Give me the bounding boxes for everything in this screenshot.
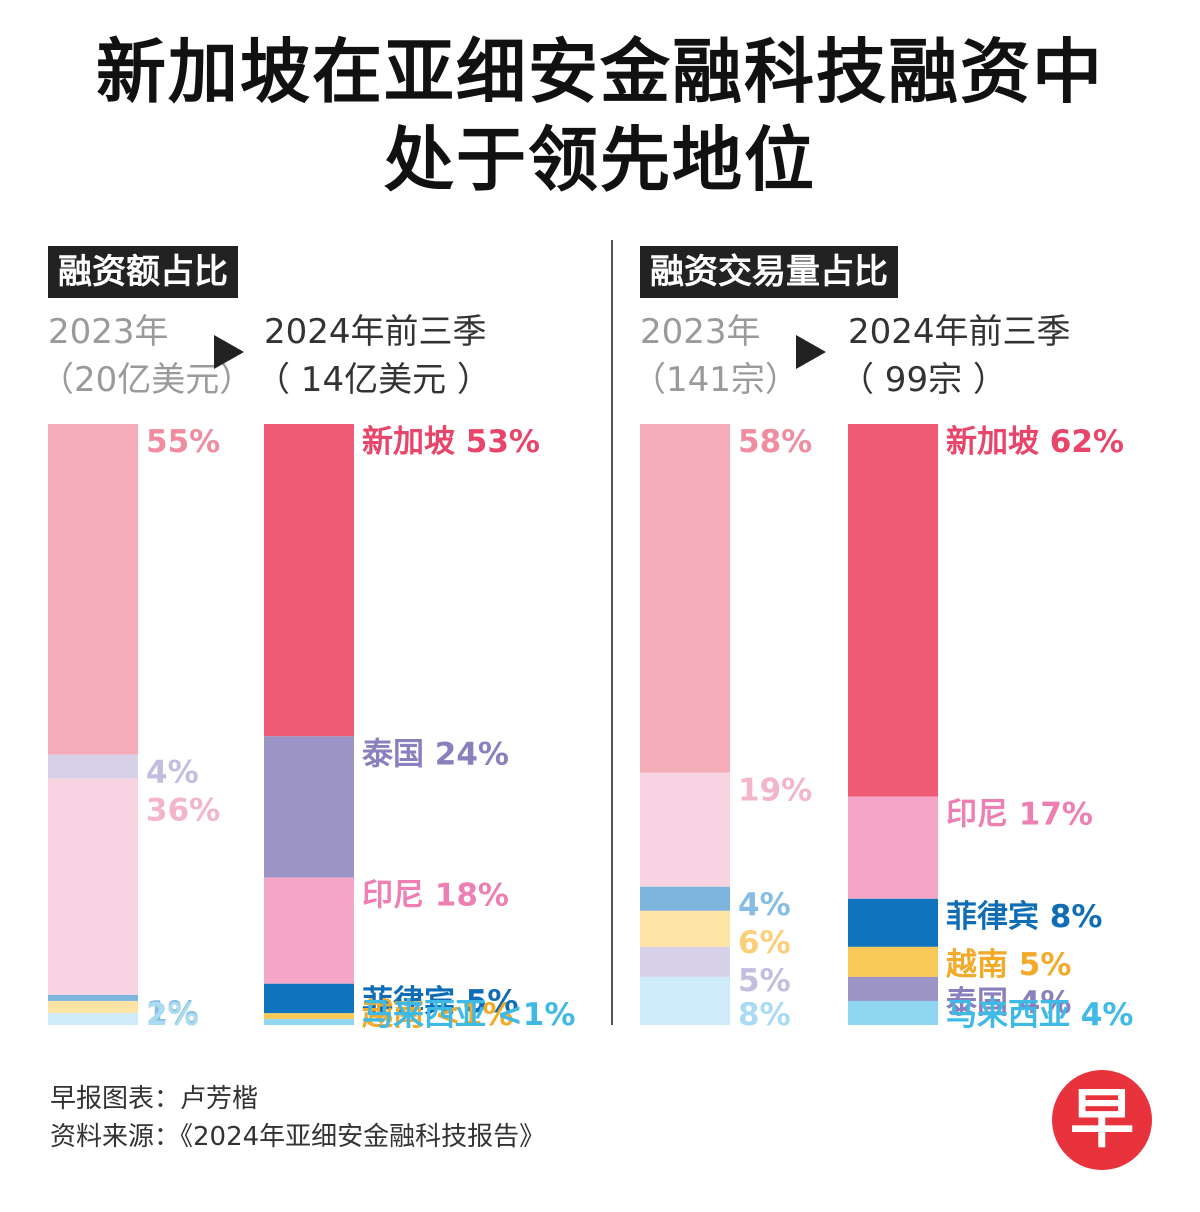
logo-char: 早 [1070, 1083, 1134, 1157]
arrow-right-icon [214, 335, 244, 369]
data-label: 泰国 4% [946, 985, 1071, 1021]
data-label: 6% [738, 925, 791, 961]
bar-segment [640, 424, 730, 773]
bar-segment [264, 424, 354, 737]
data-label: 印尼 18% [362, 878, 509, 914]
data-label: 2% [146, 997, 199, 1033]
data-label: 1% [146, 995, 199, 1031]
left-year-2024: 2024年前三季 [264, 312, 487, 352]
bar-segment [264, 983, 354, 1014]
data-label: 马来西亚 4% [946, 997, 1133, 1033]
right-year-2023: 2023年 [640, 312, 761, 352]
data-label: 越南 5% [946, 947, 1071, 983]
panel-tag-funding-amount: 融资额占比 [48, 246, 238, 298]
bar-segment [48, 424, 138, 755]
bar-segment [48, 1000, 138, 1013]
bar-segment [640, 946, 730, 977]
right-year-2023-total: （141宗） [632, 360, 799, 400]
bar-segment [848, 424, 938, 797]
bar-segment [640, 886, 730, 911]
data-label: 4% [146, 755, 199, 791]
chart-title-line1: 新加坡在亚细安金融科技融资中 [96, 31, 1104, 113]
data-label: 越南 <1% [362, 997, 513, 1033]
data-label: 菲律宾 8% [946, 899, 1102, 935]
data-label: 55% [146, 424, 220, 460]
data-label: 5% [738, 963, 791, 999]
bar-segment [264, 736, 354, 878]
bar-segment [848, 976, 938, 1001]
footer-credit: 早报图表：卢芳楷 [50, 1084, 259, 1114]
data-label: 新加坡 62% [946, 424, 1124, 460]
data-label: 菲律宾 5% [362, 984, 518, 1020]
chart-title-line2: 处于领先地位 [384, 119, 816, 201]
data-label: 新加坡 53% [362, 424, 540, 460]
zaobao-logo: 早 [1052, 1070, 1152, 1170]
data-label: 2% [146, 997, 199, 1033]
data-label: 58% [738, 424, 812, 460]
data-label: 8% [738, 997, 791, 1033]
right-year-2024-total: （ 99宗 ） [840, 360, 1007, 400]
bar-segment [848, 1000, 938, 1025]
bar-segment [264, 1019, 354, 1025]
arrow-right-icon [796, 335, 826, 369]
panel-divider [611, 240, 613, 1025]
data-label: 36% [146, 793, 220, 829]
bar-segment [640, 772, 730, 887]
right-year-2024: 2024年前三季 [848, 312, 1071, 352]
bar-segment [48, 778, 138, 995]
data-label: 印尼 17% [946, 797, 1093, 833]
bar-segment [264, 877, 354, 984]
bar-segment [640, 976, 730, 1025]
bar-segment [48, 994, 138, 1001]
bar-segment [640, 910, 730, 947]
data-label: 4% [738, 887, 791, 923]
data-label: 19% [738, 773, 812, 809]
panel-tag-deal-volume: 融资交易量占比 [640, 246, 898, 298]
left-year-2023: 2023年 [48, 312, 169, 352]
bar-segment [264, 1013, 354, 1020]
data-label: 马来西亚 <1% [362, 997, 575, 1033]
bar-segment [848, 898, 938, 947]
bar-segment [848, 796, 938, 899]
bar-segment [848, 946, 938, 977]
left-year-2024-total: （ 14亿美元 ） [256, 360, 491, 400]
bar-segment [48, 754, 138, 779]
data-label: 泰国 24% [362, 736, 509, 772]
bar-segment [48, 1012, 138, 1025]
footer-source: 资料来源：《2024年亚细安金融科技报告》 [50, 1122, 546, 1152]
